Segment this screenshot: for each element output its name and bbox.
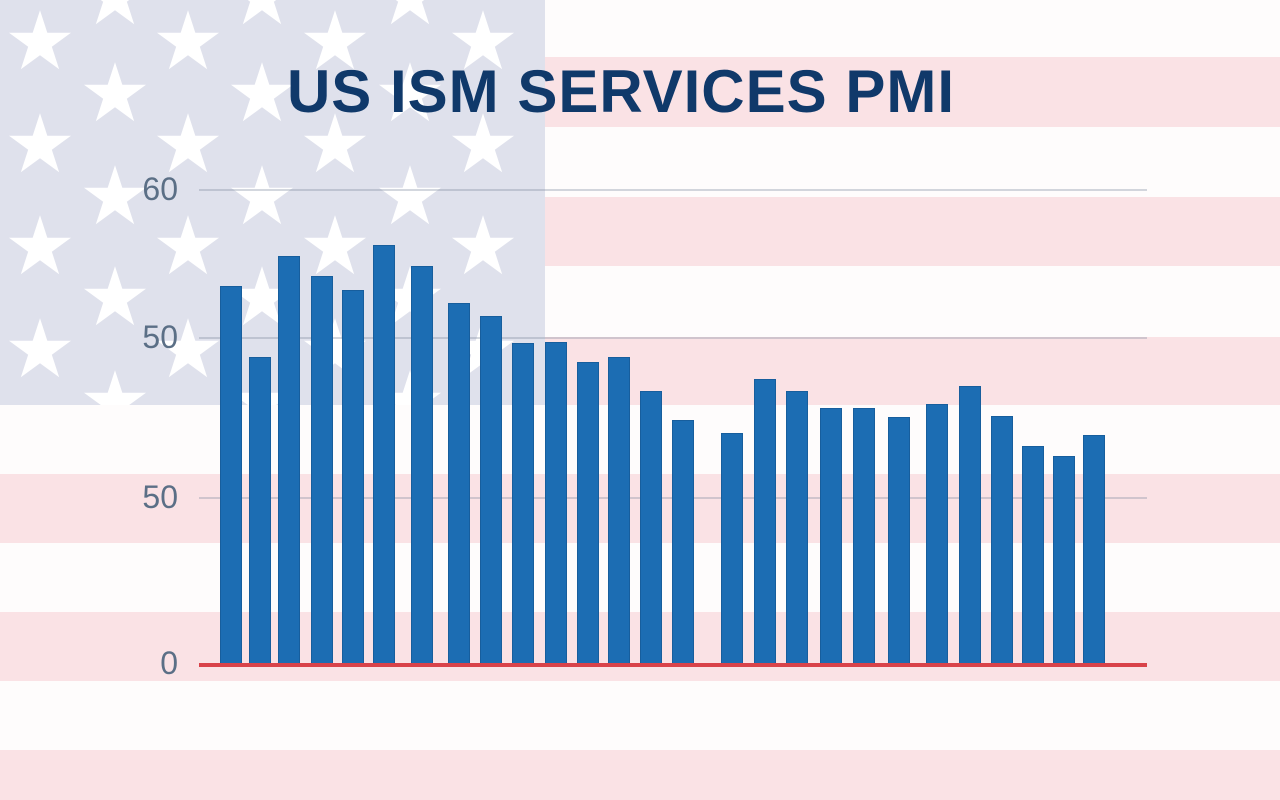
- bar: [480, 316, 502, 664]
- star-icon: [452, 113, 514, 173]
- star-icon: [84, 0, 146, 25]
- bar: [545, 342, 567, 664]
- star-icon: [231, 165, 293, 225]
- star-icon: [304, 113, 366, 173]
- gridline: [199, 337, 1147, 339]
- bar: [1053, 456, 1075, 664]
- y-tick-label: 0: [160, 645, 178, 681]
- bar: [608, 357, 630, 664]
- star-icon: [379, 62, 441, 122]
- bar: [311, 276, 333, 664]
- bar: [411, 266, 433, 664]
- star-icon: [231, 0, 293, 25]
- star-icon: [379, 165, 441, 225]
- chart-title: US ISM SERVICES PMI: [286, 58, 956, 125]
- star-icon: [9, 113, 71, 173]
- bar: [820, 408, 842, 664]
- red-stripe: [0, 750, 1280, 800]
- star-icon: [304, 10, 366, 70]
- star-icon: [452, 10, 514, 70]
- star-icon: [304, 215, 366, 275]
- star-icon: [379, 0, 441, 25]
- star-icon: [84, 370, 146, 405]
- star-icon: [84, 165, 146, 225]
- star-icon: [84, 266, 146, 326]
- bar: [959, 386, 981, 664]
- star-icon: [379, 266, 441, 326]
- bar: [888, 417, 910, 664]
- bar: [754, 379, 776, 664]
- bar: [373, 245, 395, 664]
- bar: [640, 391, 662, 664]
- bar: [448, 303, 470, 664]
- bar: [991, 416, 1013, 664]
- bar: [926, 404, 948, 664]
- star-icon: [157, 215, 219, 275]
- bar: [512, 343, 534, 664]
- gridline: [199, 189, 1147, 191]
- bar: [220, 286, 242, 664]
- bar: [786, 391, 808, 664]
- star-icon: [231, 266, 293, 326]
- star-icon: [157, 10, 219, 70]
- y-tick-label: 50: [142, 319, 178, 355]
- star-icon: [9, 215, 71, 275]
- y-tick-label: 50: [142, 479, 178, 515]
- star-icon: [9, 318, 71, 378]
- star-icon: [304, 318, 366, 378]
- star-icon: [157, 113, 219, 173]
- star-icon: [157, 318, 219, 378]
- y-tick-label: 60: [142, 171, 178, 207]
- star-icon: [452, 215, 514, 275]
- bar: [1022, 446, 1044, 664]
- bar: [853, 408, 875, 664]
- bar: [577, 362, 599, 664]
- bar: [721, 433, 743, 664]
- star-icon: [84, 62, 146, 122]
- bar: [278, 256, 300, 664]
- star-icon: [231, 62, 293, 122]
- bar: [672, 420, 694, 664]
- star-icon: [9, 10, 71, 70]
- zero-baseline: [199, 663, 1147, 667]
- white-stripe: [0, 681, 1280, 750]
- bar: [249, 357, 271, 664]
- bar: [342, 290, 364, 664]
- bar: [1083, 435, 1105, 664]
